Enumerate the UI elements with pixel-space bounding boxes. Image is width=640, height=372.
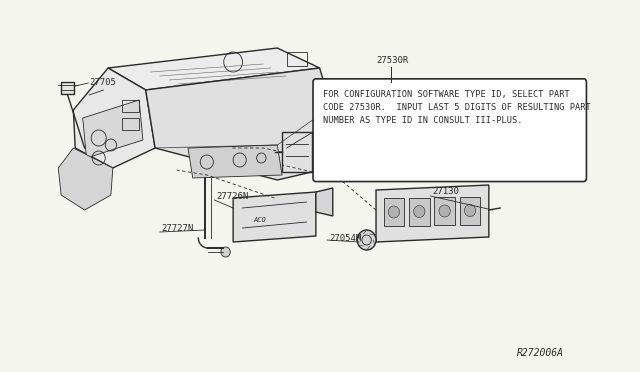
Bar — [383, 198, 404, 226]
Text: 27130: 27130 — [433, 186, 460, 196]
Text: ACO: ACO — [253, 217, 266, 223]
Polygon shape — [188, 145, 282, 178]
Polygon shape — [233, 192, 316, 242]
Text: FOR CONFIGURATION SOFTWARE TYPE ID, SELECT PART
CODE 27530R.  INPUT LAST 5 DIGIT: FOR CONFIGURATION SOFTWARE TYPE ID, SELE… — [323, 90, 591, 125]
Polygon shape — [316, 188, 333, 216]
Polygon shape — [58, 148, 113, 210]
Polygon shape — [74, 68, 155, 168]
Polygon shape — [146, 68, 333, 180]
Text: 27727N: 27727N — [162, 224, 194, 232]
Circle shape — [388, 206, 399, 218]
Circle shape — [465, 205, 476, 217]
Circle shape — [357, 230, 376, 250]
Circle shape — [221, 247, 230, 257]
FancyBboxPatch shape — [313, 79, 586, 182]
Bar — [435, 197, 455, 225]
Bar — [122, 100, 139, 112]
Bar — [282, 132, 312, 172]
Text: 27054M: 27054M — [329, 234, 361, 243]
Bar — [61, 82, 74, 94]
Bar — [409, 198, 429, 225]
Circle shape — [413, 205, 425, 218]
Text: 27726N: 27726N — [216, 192, 248, 201]
Polygon shape — [376, 185, 489, 242]
Text: 27705: 27705 — [90, 77, 116, 87]
Bar — [460, 196, 481, 224]
Text: 27512: 27512 — [315, 122, 342, 131]
Text: R272006A: R272006A — [517, 348, 564, 358]
Circle shape — [439, 205, 451, 217]
Bar — [287, 52, 307, 66]
Polygon shape — [108, 48, 319, 90]
Text: 27530R: 27530R — [376, 56, 408, 65]
Polygon shape — [83, 100, 143, 158]
Bar — [122, 118, 139, 130]
